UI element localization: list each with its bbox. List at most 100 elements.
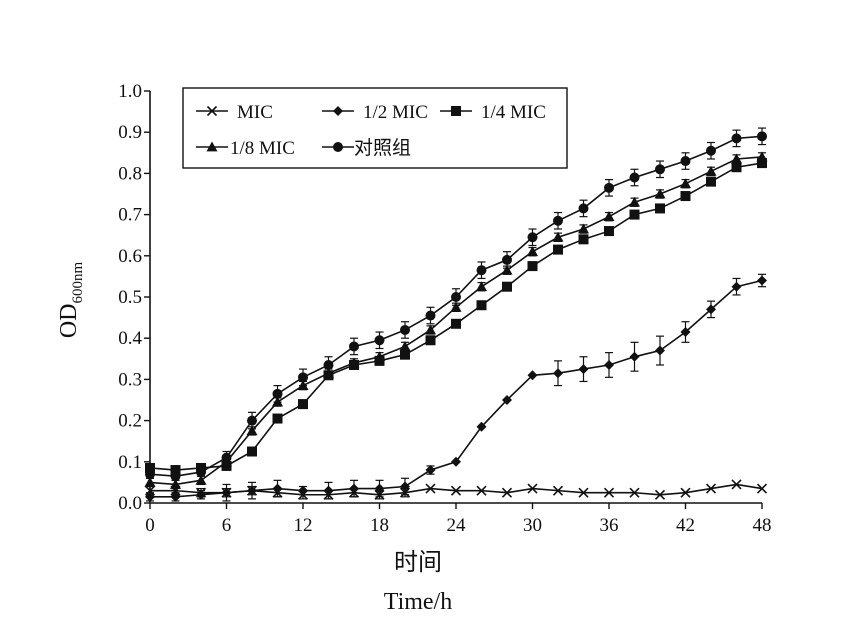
x-tick-label: 48 xyxy=(753,515,772,536)
data-point xyxy=(527,246,538,257)
data-point xyxy=(706,145,716,156)
data-point xyxy=(731,479,742,490)
y-axis-title: OD600nm xyxy=(56,262,86,339)
data-point xyxy=(476,265,487,276)
data-point xyxy=(629,351,640,362)
data-point xyxy=(604,359,614,370)
data-point xyxy=(145,469,155,480)
data-point xyxy=(604,182,614,193)
data-point xyxy=(425,335,436,346)
marker-stroke xyxy=(654,489,666,500)
legend: MIC 1/2 MIC 1/4 MIC 1/8 MIC 对照组 xyxy=(182,87,568,169)
data-point xyxy=(502,281,512,292)
data-point xyxy=(247,446,257,457)
x-axis-title: 时间 xyxy=(394,549,442,576)
data-point xyxy=(756,151,768,162)
data-point xyxy=(757,275,767,286)
data-point xyxy=(323,485,334,496)
marker-stroke xyxy=(527,483,538,494)
data-point xyxy=(298,485,308,496)
legend-marker xyxy=(333,142,343,152)
data-point xyxy=(655,164,665,175)
x-tick-label: 36 xyxy=(600,515,619,536)
data-point xyxy=(731,281,742,292)
data-point xyxy=(323,359,334,370)
data-point xyxy=(654,188,666,199)
y-tick-label: 1.0 xyxy=(118,81,142,102)
data-point xyxy=(450,485,462,496)
data-point xyxy=(196,467,206,478)
data-point xyxy=(145,491,155,502)
data-point xyxy=(731,133,742,144)
data-point xyxy=(629,172,640,183)
data-point xyxy=(655,345,665,356)
marker-stroke xyxy=(501,487,513,498)
x-axis-title-sub: Time/h xyxy=(384,589,452,615)
data-point xyxy=(425,310,436,321)
data-point xyxy=(247,485,257,496)
y-tick-label: 0.8 xyxy=(118,163,142,184)
y-tick-label: 0.5 xyxy=(118,287,142,308)
data-point xyxy=(705,165,717,176)
data-point xyxy=(527,232,538,243)
data-point xyxy=(425,465,436,476)
data-point xyxy=(400,324,410,335)
data-point xyxy=(502,254,512,265)
legend-entry: 1/4 MIC xyxy=(440,102,546,123)
series-5 xyxy=(145,127,767,482)
data-point xyxy=(680,487,691,498)
data-point xyxy=(655,203,665,214)
data-point xyxy=(348,357,360,368)
y-axis-title-sub: 600nm xyxy=(70,262,86,304)
series-2 xyxy=(145,273,767,502)
data-point xyxy=(705,483,717,494)
data-point xyxy=(501,487,513,498)
data-point xyxy=(298,372,308,383)
y-axis-title-main: OD xyxy=(56,304,82,339)
x-tick-label: 18 xyxy=(370,515,389,536)
data-point xyxy=(374,335,385,346)
data-point xyxy=(680,327,691,338)
series-layer xyxy=(144,127,768,502)
data-point xyxy=(604,226,614,237)
y-tick-label: 0.2 xyxy=(118,411,142,432)
marker-stroke xyxy=(629,487,640,498)
data-point xyxy=(578,234,589,245)
data-point xyxy=(246,425,258,436)
data-point xyxy=(527,370,538,381)
data-point xyxy=(170,478,181,489)
data-point xyxy=(374,351,385,362)
data-point xyxy=(272,388,283,399)
data-point xyxy=(578,203,589,214)
data-point xyxy=(145,462,155,473)
data-point xyxy=(629,209,640,220)
x-tick-label: 6 xyxy=(222,515,232,536)
data-point xyxy=(553,368,563,379)
legend-entry: 1/2 MIC xyxy=(322,102,428,123)
legend-box xyxy=(182,87,568,169)
data-point xyxy=(247,415,257,426)
marker-stroke xyxy=(578,487,589,498)
y-tick-label: 0.6 xyxy=(118,246,142,267)
y-tick-label: 0.3 xyxy=(118,369,142,390)
x-tick-label: 12 xyxy=(294,515,313,536)
data-point xyxy=(578,364,589,375)
data-point xyxy=(553,244,563,255)
data-point xyxy=(731,162,742,173)
legend-marker xyxy=(333,106,343,116)
data-point xyxy=(578,223,589,234)
legend-label: MIC xyxy=(237,102,273,123)
data-point xyxy=(374,483,385,494)
legend-label: 对照组 xyxy=(354,137,411,159)
y-tick-label: 0.9 xyxy=(118,122,142,143)
data-point xyxy=(552,231,564,242)
legend-marker xyxy=(206,105,218,117)
series-1 xyxy=(144,479,768,500)
axes: 0 6 12 18 24 30 36 42 48 0.0 0.1 0.2 0.3 0.4 0.5 0.6 0.7… xyxy=(118,81,771,536)
data-point xyxy=(349,341,359,352)
data-point xyxy=(756,483,768,494)
data-point xyxy=(451,456,461,467)
data-point xyxy=(603,487,615,498)
data-point xyxy=(349,483,359,494)
marker-stroke xyxy=(552,485,564,496)
